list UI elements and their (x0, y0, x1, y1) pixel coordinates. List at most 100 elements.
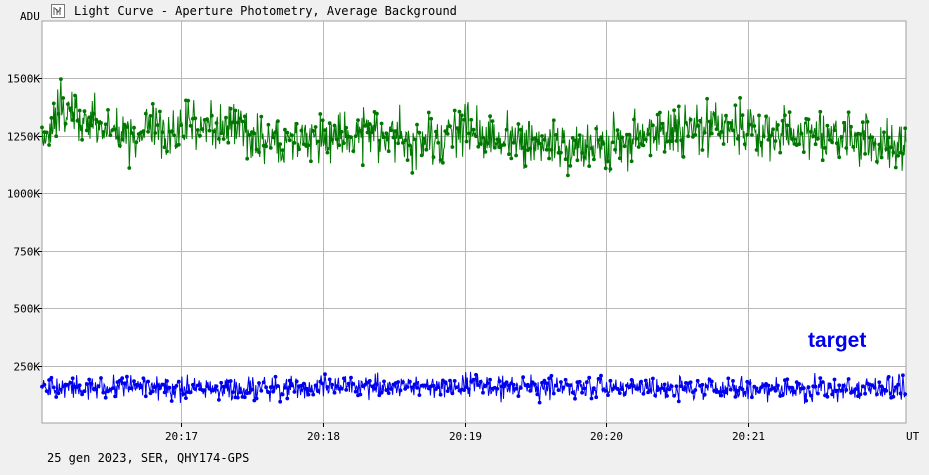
data-point (731, 128, 735, 133)
data-point (733, 395, 738, 399)
data-point (667, 387, 672, 392)
data-point (247, 390, 252, 395)
data-point (320, 381, 325, 386)
data-point (634, 136, 639, 141)
data-point (877, 142, 882, 147)
data-point (349, 375, 353, 380)
data-point (643, 137, 648, 142)
data-point (735, 388, 740, 393)
data-point (700, 382, 705, 387)
data-point (839, 388, 844, 393)
data-point (804, 398, 809, 403)
data-point (705, 96, 709, 101)
data-point (790, 137, 794, 141)
data-point (608, 378, 613, 383)
data-point (837, 155, 842, 160)
data-point (356, 118, 360, 122)
data-point (106, 108, 110, 112)
data-point (566, 173, 570, 178)
data-point (771, 386, 775, 391)
data-point (507, 152, 511, 157)
data-point (728, 387, 733, 392)
data-point (707, 119, 712, 124)
data-point (143, 394, 148, 399)
data-point (68, 380, 73, 385)
data-point (608, 167, 613, 171)
data-point (80, 137, 84, 142)
data-point (271, 389, 275, 394)
data-point (561, 385, 566, 390)
data-point (410, 385, 415, 390)
data-point (247, 133, 252, 137)
data-point (606, 159, 610, 164)
data-point (408, 379, 412, 384)
data-point (401, 380, 405, 384)
data-point (56, 112, 61, 116)
data-point (408, 143, 412, 148)
data-point (698, 118, 702, 123)
data-point (606, 393, 610, 397)
data-point (160, 130, 165, 135)
y-tick-label: 1000K (7, 188, 40, 201)
data-point (884, 147, 889, 152)
data-point (679, 138, 684, 143)
data-point (870, 135, 875, 140)
data-point (502, 143, 507, 147)
data-point (629, 159, 634, 164)
data-point (863, 152, 867, 156)
data-point (830, 140, 834, 145)
data-point (134, 140, 139, 145)
data-point (294, 121, 299, 126)
data-point (542, 137, 547, 142)
data-point (641, 143, 646, 148)
data-point (172, 133, 177, 138)
data-point (660, 121, 665, 126)
data-point (504, 380, 509, 385)
data-point (676, 399, 681, 404)
series-line (41, 79, 907, 176)
y-tick-label: 1250K (7, 131, 40, 144)
data-point (875, 159, 879, 164)
data-point (117, 143, 122, 148)
data-point (148, 114, 153, 118)
data-point (568, 164, 573, 168)
data-point (327, 377, 332, 382)
data-point (66, 102, 70, 106)
y-axis-label: ADU (20, 10, 40, 23)
data-point (511, 140, 516, 145)
data-point (651, 376, 655, 381)
x-tick-label: 20:18 (307, 430, 340, 443)
data-point (228, 106, 233, 111)
data-point (596, 138, 601, 143)
data-point (662, 150, 667, 154)
data-point (165, 379, 169, 383)
data-point (412, 137, 417, 142)
data-point (801, 386, 806, 390)
data-point (214, 384, 219, 389)
data-point (217, 137, 221, 141)
data-point (412, 382, 417, 387)
data-point (186, 98, 191, 103)
data-point (886, 135, 891, 140)
data-point (290, 133, 294, 138)
data-point (87, 377, 92, 382)
data-point (719, 130, 724, 134)
data-point (299, 128, 304, 133)
data-point (77, 108, 82, 113)
data-point (742, 390, 747, 395)
data-point (860, 120, 865, 125)
data-point (761, 134, 766, 139)
data-point (893, 165, 898, 170)
data-point (445, 389, 450, 393)
data-point (693, 388, 698, 392)
data-point (266, 390, 271, 395)
series-label-target: target (808, 329, 866, 352)
data-point (448, 124, 452, 129)
data-point (533, 136, 537, 141)
data-point (191, 382, 195, 387)
data-point (452, 108, 457, 113)
data-point (643, 378, 648, 383)
data-point (353, 134, 358, 139)
data-point (271, 135, 275, 140)
